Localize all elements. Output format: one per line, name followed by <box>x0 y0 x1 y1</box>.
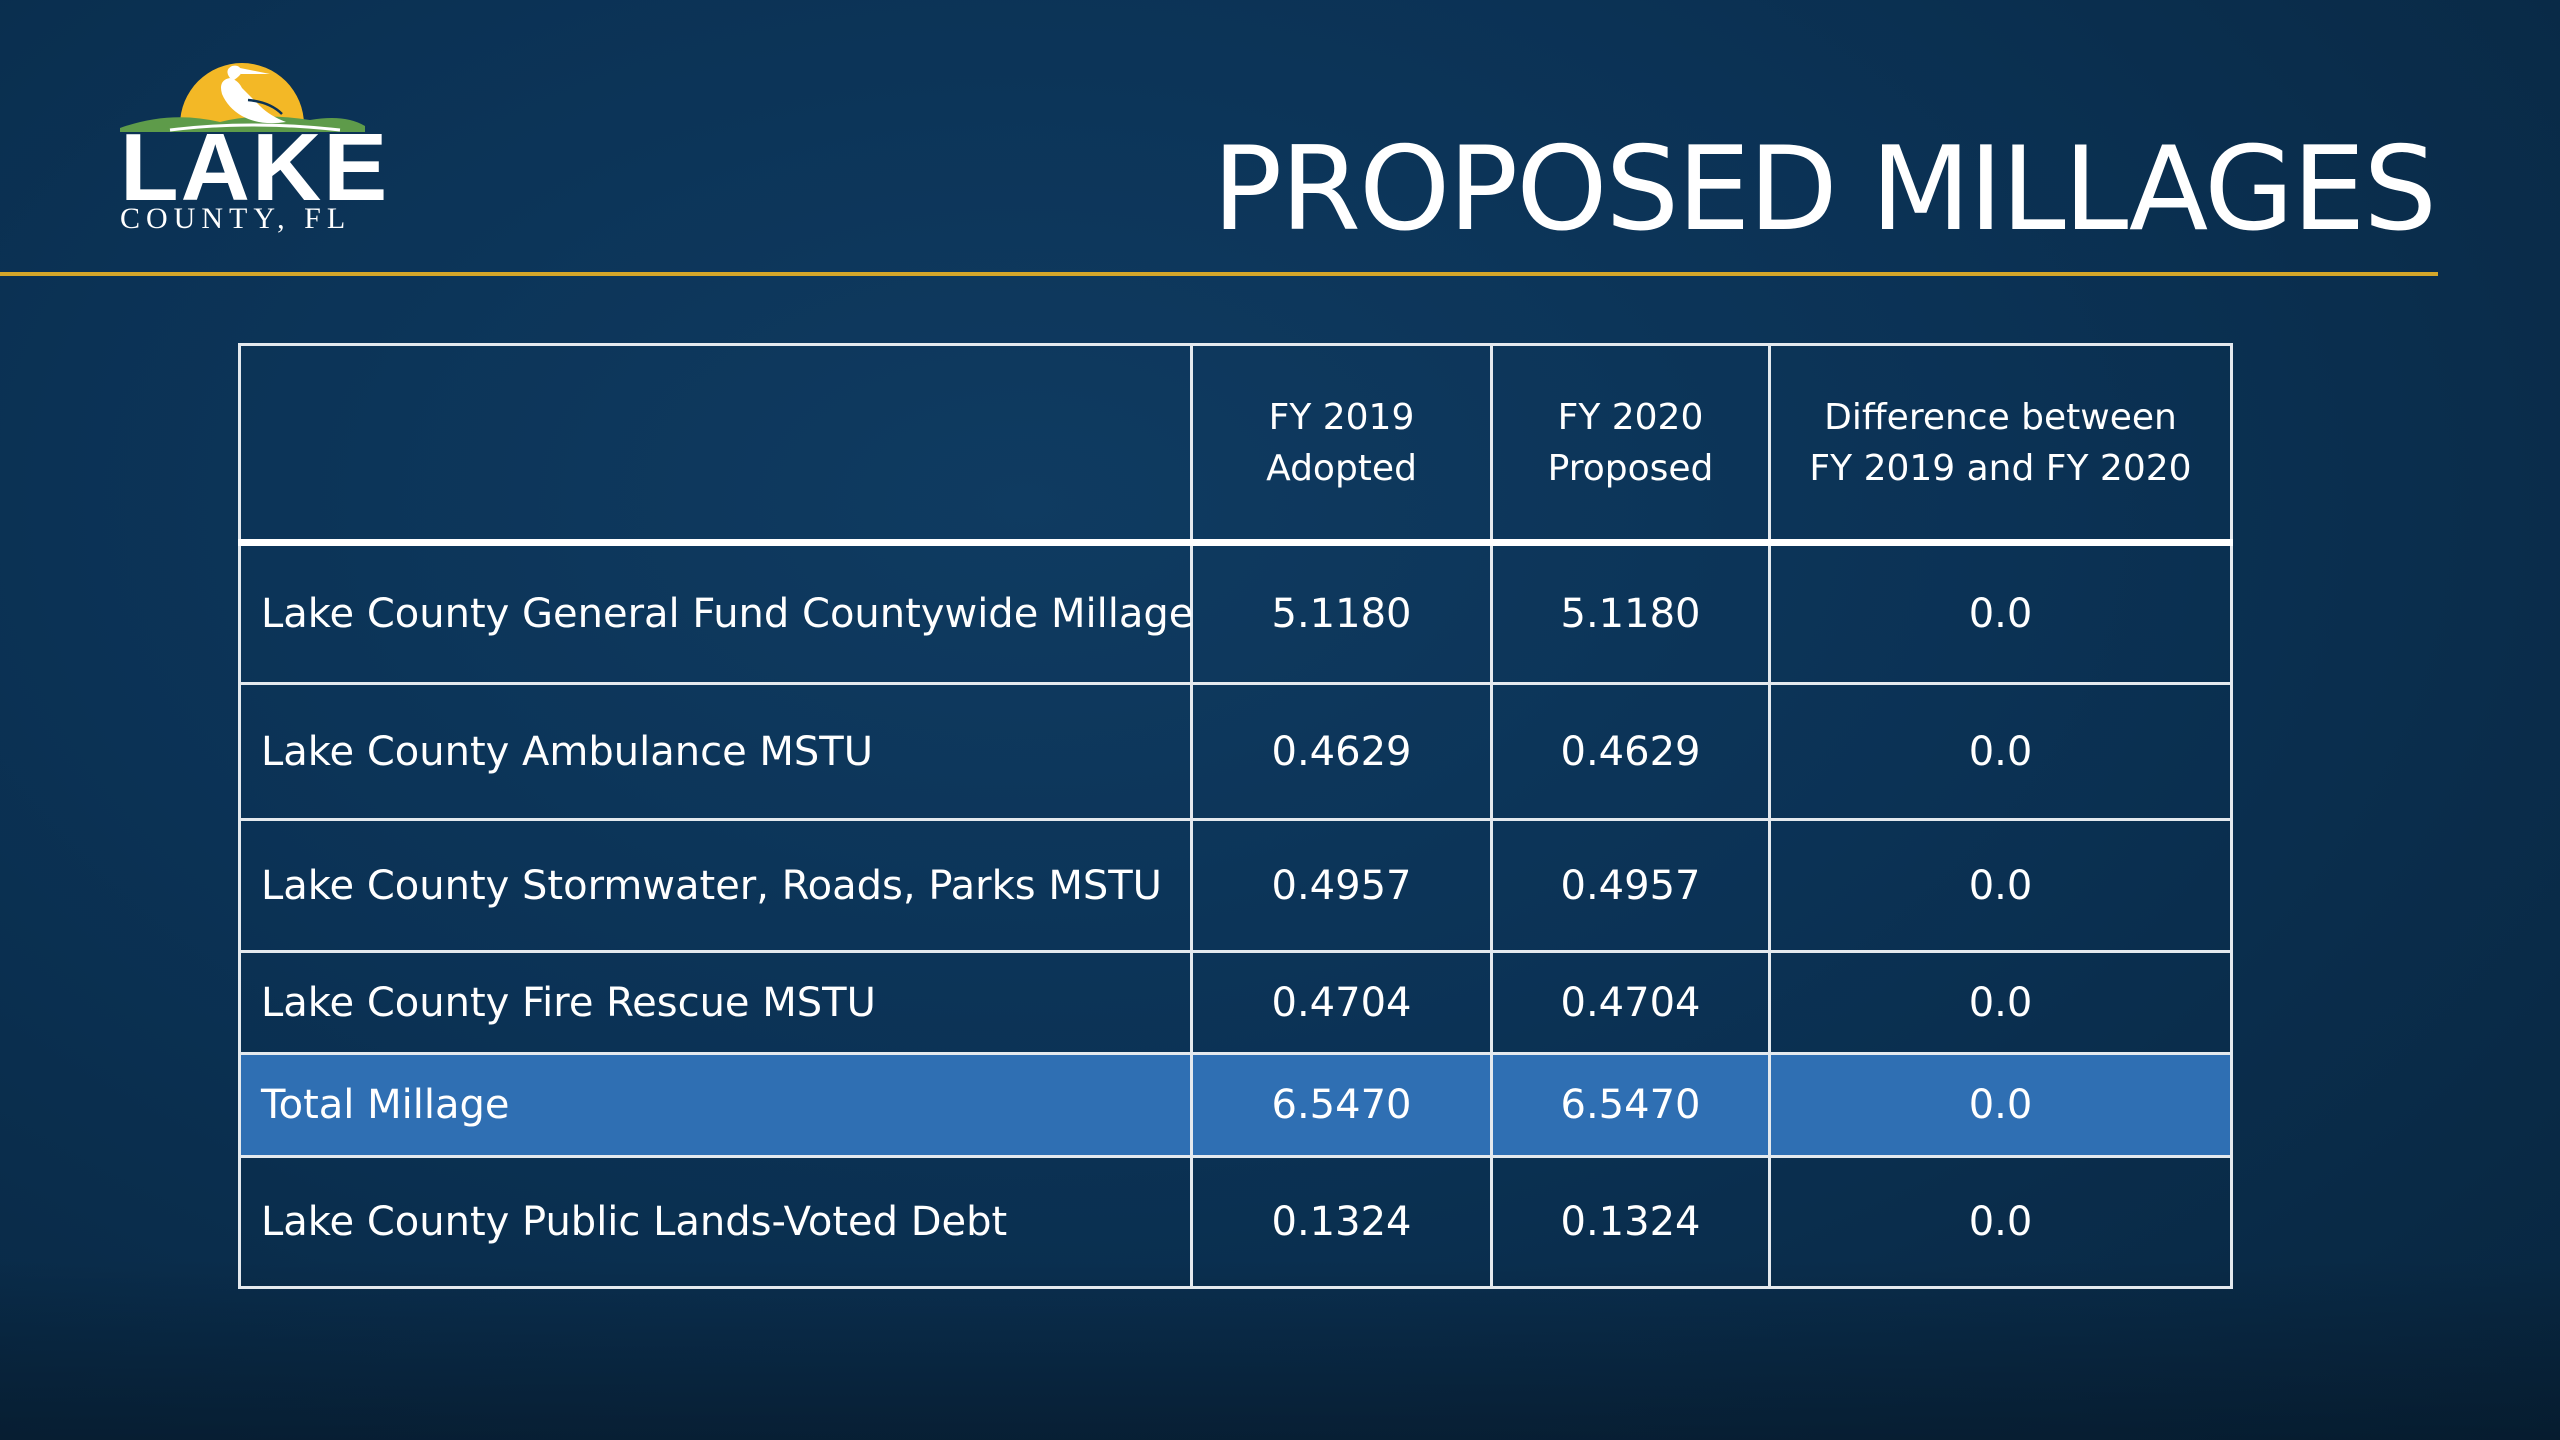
header-fy2019: FY 2019 Adopted <box>1190 343 1493 546</box>
logo-subtitle: COUNTY, FL <box>120 202 352 235</box>
background-shade <box>0 1260 2560 1440</box>
row-fy2019: 0.4629 <box>1190 682 1493 821</box>
row-fy2020: 5.1180 <box>1490 541 1771 685</box>
row-fy2020: 0.4629 <box>1490 682 1771 821</box>
heron-sun-icon <box>120 63 365 132</box>
row-difference: 0.0 <box>1768 818 2233 953</box>
table-row: Lake County Stormwater, Roads, Parks MST… <box>238 818 2233 953</box>
table-row: Lake County General Fund Countywide Mill… <box>238 541 2233 685</box>
row-fy2019: 0.4704 <box>1190 950 1493 1055</box>
row-fy2020: 0.4704 <box>1490 950 1771 1055</box>
table-row: Lake County Fire Rescue MSTU 0.4704 0.47… <box>238 950 2233 1055</box>
row-fy2019: 5.1180 <box>1190 541 1493 685</box>
table-header-row: FY 2019 Adopted FY 2020 Proposed Differe… <box>238 343 2233 546</box>
total-label: Total Millage <box>238 1052 1193 1158</box>
row-label: Lake County Fire Rescue MSTU <box>238 950 1193 1055</box>
row-difference: 0.0 <box>1768 682 2233 821</box>
title-divider <box>0 272 2438 276</box>
header-fy2020: FY 2020 Proposed <box>1490 343 1771 546</box>
header-fy2020-line2: Proposed <box>1547 447 1714 489</box>
row-difference: 0.0 <box>1768 1155 2233 1289</box>
row-difference: 0.0 <box>1768 541 2233 685</box>
total-difference: 0.0 <box>1768 1052 2233 1158</box>
row-label: Lake County Public Lands-Voted Debt <box>238 1155 1193 1289</box>
row-label: Lake County General Fund Countywide Mill… <box>238 541 1193 685</box>
row-label: Lake County Ambulance MSTU <box>238 682 1193 821</box>
header-difference-line1: Difference between <box>1824 396 2177 438</box>
slide-title: PROPOSED MILLAGES <box>1212 122 2437 257</box>
logo-wordmark: LAKE <box>120 114 390 221</box>
header-difference-line2: FY 2019 and FY 2020 <box>1809 447 2192 489</box>
row-fy2020: 0.4957 <box>1490 818 1771 953</box>
total-fy2020: 6.5470 <box>1490 1052 1771 1158</box>
millage-table: FY 2019 Adopted FY 2020 Proposed Differe… <box>238 343 2233 1289</box>
header-blank <box>238 343 1193 546</box>
header-fy2019-line1: FY 2019 <box>1268 396 1415 438</box>
header-fy2020-line1: FY 2020 <box>1557 396 1704 438</box>
header-difference: Difference between FY 2019 and FY 2020 <box>1768 343 2233 546</box>
total-row: Total Millage 6.5470 6.5470 0.0 <box>238 1052 2233 1158</box>
row-fy2019: 0.4957 <box>1190 818 1493 953</box>
lake-county-logo: LAKE COUNTY, FL <box>110 50 387 240</box>
row-label: Lake County Stormwater, Roads, Parks MST… <box>238 818 1193 953</box>
row-fy2019: 0.1324 <box>1190 1155 1493 1289</box>
total-fy2019: 6.5470 <box>1190 1052 1493 1158</box>
header-fy2019-line2: Adopted <box>1266 447 1417 489</box>
table-row: Lake County Ambulance MSTU 0.4629 0.4629… <box>238 682 2233 821</box>
row-difference: 0.0 <box>1768 950 2233 1055</box>
row-fy2020: 0.1324 <box>1490 1155 1771 1289</box>
table-row: Lake County Public Lands-Voted Debt 0.13… <box>238 1155 2233 1289</box>
